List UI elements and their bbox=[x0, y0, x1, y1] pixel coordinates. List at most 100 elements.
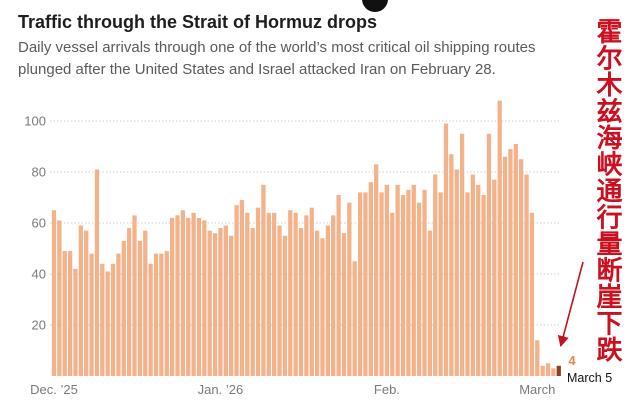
bar bbox=[304, 215, 309, 376]
y-tick-label: 60 bbox=[32, 216, 46, 231]
bar bbox=[470, 174, 475, 376]
bar bbox=[374, 164, 379, 376]
bar bbox=[545, 363, 551, 376]
bar bbox=[212, 233, 218, 376]
bar bbox=[476, 184, 481, 376]
bar bbox=[513, 143, 518, 376]
bar bbox=[255, 207, 261, 376]
bar bbox=[486, 133, 492, 376]
bar bbox=[78, 225, 83, 376]
bar bbox=[314, 230, 320, 376]
bar bbox=[191, 212, 196, 376]
bar bbox=[272, 212, 277, 376]
bar bbox=[121, 240, 126, 376]
bar bbox=[266, 212, 271, 376]
bar bbox=[169, 217, 175, 376]
bar bbox=[153, 253, 159, 376]
x-tick-label: Feb. bbox=[374, 382, 400, 397]
bar bbox=[529, 212, 535, 376]
bar bbox=[277, 225, 282, 376]
y-tick-label: 80 bbox=[32, 165, 46, 180]
bar bbox=[293, 212, 298, 376]
bar bbox=[331, 215, 336, 376]
bar bbox=[180, 210, 185, 376]
annotation-date-label: March 5 bbox=[567, 371, 612, 385]
bar bbox=[363, 192, 368, 376]
bar bbox=[132, 215, 137, 376]
bar bbox=[551, 368, 556, 376]
black-circle-mark bbox=[362, 0, 388, 12]
x-tick-label: March bbox=[519, 382, 555, 397]
bar bbox=[519, 159, 524, 376]
bar bbox=[164, 251, 169, 376]
bar bbox=[137, 240, 143, 376]
bar bbox=[84, 230, 89, 376]
y-tick-label: 40 bbox=[32, 267, 46, 282]
bar bbox=[438, 192, 443, 376]
bar bbox=[309, 207, 314, 376]
bar bbox=[320, 238, 325, 376]
annotation-value-label: 4 bbox=[568, 353, 576, 368]
bar bbox=[336, 194, 341, 376]
bar bbox=[417, 202, 422, 376]
bar bbox=[384, 184, 390, 376]
bar bbox=[556, 365, 561, 376]
x-tick-label: Dec. ’25 bbox=[30, 382, 78, 397]
bar bbox=[341, 233, 347, 376]
bar bbox=[406, 189, 411, 376]
bar bbox=[159, 253, 164, 376]
bar bbox=[497, 100, 502, 376]
bar bbox=[325, 225, 330, 376]
bar bbox=[465, 192, 470, 376]
y-tick-label: 100 bbox=[24, 114, 46, 129]
bar bbox=[540, 365, 545, 376]
bar bbox=[433, 174, 438, 376]
bar bbox=[454, 169, 459, 376]
bar bbox=[89, 253, 94, 376]
bar bbox=[352, 261, 357, 376]
bar bbox=[508, 149, 513, 376]
chinese-caption: 霍尔木兹海峡通行量断崖下跌 bbox=[592, 18, 622, 363]
bar bbox=[202, 220, 207, 376]
bar bbox=[175, 215, 180, 376]
bar bbox=[524, 174, 529, 376]
bar bbox=[186, 217, 191, 376]
bar bbox=[110, 263, 116, 376]
bar bbox=[127, 228, 132, 376]
bar bbox=[239, 200, 245, 376]
bars bbox=[51, 100, 561, 376]
bar bbox=[94, 169, 100, 376]
bar bbox=[400, 194, 406, 376]
bar bbox=[143, 230, 148, 376]
red-arrow bbox=[557, 261, 584, 348]
bar bbox=[67, 251, 73, 376]
bar bbox=[250, 228, 255, 376]
bar bbox=[218, 228, 223, 376]
bar bbox=[245, 212, 250, 376]
bar bbox=[481, 194, 486, 376]
bar bbox=[459, 133, 465, 376]
bar bbox=[298, 228, 304, 376]
bar bbox=[368, 182, 373, 376]
chart-subtitle-line-2: plunged after the United States and Isra… bbox=[18, 61, 496, 78]
bar bbox=[502, 156, 508, 376]
bar bbox=[427, 230, 433, 376]
y-tick-label: 20 bbox=[32, 318, 46, 333]
bar bbox=[196, 217, 202, 376]
bar bbox=[449, 154, 454, 376]
y-axis: 20 40 60 80 100 bbox=[24, 114, 46, 333]
bar bbox=[62, 251, 67, 376]
bar bbox=[443, 123, 449, 376]
bar bbox=[492, 179, 497, 376]
bar bbox=[57, 220, 62, 376]
x-axis: Dec. ’25 Jan. ’26 Feb. March bbox=[30, 382, 555, 397]
bar bbox=[229, 235, 234, 376]
bar bbox=[379, 192, 384, 376]
bar bbox=[390, 212, 395, 376]
bar bbox=[105, 271, 110, 376]
x-tick-label: Jan. ’26 bbox=[198, 382, 244, 397]
bar bbox=[100, 263, 105, 376]
bar bbox=[73, 268, 78, 376]
bar bbox=[282, 235, 288, 376]
